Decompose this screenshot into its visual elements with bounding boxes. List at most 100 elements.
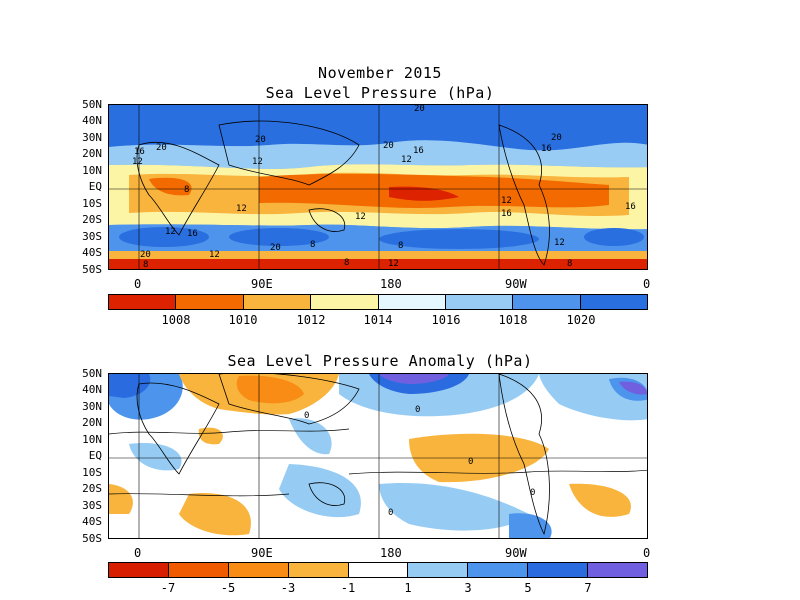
map1-lat-label: 30S bbox=[82, 230, 102, 243]
map1-contour-label: 8 bbox=[143, 260, 149, 270]
map2-lat-label: 30N bbox=[82, 400, 102, 413]
map2-contour-label: 0 bbox=[304, 411, 310, 421]
map1-lon-label: 180 bbox=[380, 277, 402, 291]
map1-contour-label: 20 bbox=[255, 135, 266, 145]
slp-colorbar-label: 1012 bbox=[296, 313, 326, 327]
slp-anomaly-colorbar bbox=[108, 562, 648, 578]
slp-colorbar-label: 1010 bbox=[228, 313, 258, 327]
map2-lat-label: 50N bbox=[82, 367, 102, 380]
map1-contour-label: 16 bbox=[134, 147, 145, 157]
colorbar-swatch bbox=[228, 563, 289, 577]
map1-lat-label: 20N bbox=[82, 147, 102, 160]
colorbar-swatch bbox=[378, 295, 446, 309]
colorbar-swatch bbox=[468, 563, 529, 577]
colorbar-swatch bbox=[588, 563, 648, 577]
map1-contour-label: 16 bbox=[541, 144, 552, 154]
map1-contour-label: 12 bbox=[355, 212, 366, 222]
map1-contour-label: 16 bbox=[501, 209, 512, 219]
map2-lon-label: 0 bbox=[643, 546, 651, 560]
map1-contour-label: 20 bbox=[156, 143, 167, 153]
map1-contour-label: 20 bbox=[551, 133, 562, 143]
map2-lat-label: 20S bbox=[82, 482, 102, 495]
colorbar-swatch bbox=[109, 563, 169, 577]
anomaly-colorbar-label: -5 bbox=[220, 581, 236, 595]
map1-title: Sea Level Pressure (hPa) bbox=[265, 84, 495, 102]
map1-lat-label: EQ bbox=[88, 180, 102, 193]
map1-contour-label: 8 bbox=[567, 259, 573, 269]
map1-contour-label: 12 bbox=[132, 157, 143, 167]
colorbar-swatch bbox=[408, 563, 469, 577]
map1-contour-label: 12 bbox=[501, 196, 512, 206]
map1-contour-label: 12 bbox=[165, 227, 176, 237]
map1-contour-label: 12 bbox=[252, 157, 263, 167]
slp-colorbar-label: 1018 bbox=[498, 313, 528, 327]
anomaly-colorbar-label: 1 bbox=[404, 581, 412, 595]
map1-lat-label: 50S bbox=[82, 263, 102, 276]
slp-colorbar bbox=[108, 294, 648, 310]
map2-lat-label: 20N bbox=[82, 416, 102, 429]
map2-lon-label: 90E bbox=[251, 546, 273, 560]
map2-lat-label: 30S bbox=[82, 499, 102, 512]
colorbar-swatch bbox=[348, 563, 409, 577]
map2-contour-label: 0 bbox=[415, 405, 421, 415]
colorbar-swatch bbox=[580, 295, 647, 309]
map1-contour-label: 12 bbox=[236, 204, 247, 214]
map2-lat-label: 40S bbox=[82, 515, 102, 528]
map1-contour-label: 12 bbox=[388, 259, 399, 269]
map1-contour-label: 8 bbox=[398, 241, 404, 251]
map1-contour-label: 20 bbox=[140, 250, 151, 260]
anomaly-colorbar-label: 3 bbox=[464, 581, 472, 595]
anomaly-colorbar-label: -1 bbox=[340, 581, 356, 595]
colorbar-swatch bbox=[311, 295, 379, 309]
map1-lon-label: 0 bbox=[643, 277, 651, 291]
slp-colorbar-label: 1016 bbox=[431, 313, 461, 327]
map2-lat-label: 10S bbox=[82, 466, 102, 479]
figure-title: November 2015 bbox=[318, 64, 442, 82]
map2-lat-label: 10N bbox=[82, 433, 102, 446]
map1-contour-label: 16 bbox=[413, 146, 424, 156]
slp-map-field bbox=[109, 105, 647, 269]
anomaly-colorbar-label: 5 bbox=[524, 581, 532, 595]
colorbar-swatch bbox=[168, 563, 229, 577]
map1-lon-label: 90W bbox=[505, 277, 527, 291]
map1-contour-label: 20 bbox=[414, 104, 425, 114]
slp-colorbar-label: 1020 bbox=[566, 313, 596, 327]
map2-contour-label: 0 bbox=[468, 457, 474, 467]
map1-contour-label: 8 bbox=[344, 258, 350, 268]
map1-lon-label: 0 bbox=[134, 277, 142, 291]
map1-contour-label: 16 bbox=[625, 202, 636, 212]
map1-lat-label: 40S bbox=[82, 246, 102, 259]
map2-lat-label: 50S bbox=[82, 532, 102, 545]
colorbar-swatch bbox=[528, 563, 589, 577]
map1-lat-label: 20S bbox=[82, 213, 102, 226]
map2-contour-label: 0 bbox=[530, 488, 536, 498]
colorbar-swatch bbox=[176, 295, 244, 309]
slp-anomaly-map bbox=[108, 373, 648, 539]
colorbar-swatch bbox=[445, 295, 514, 309]
map1-contour-label: 8 bbox=[310, 240, 316, 250]
map1-contour-label: 8 bbox=[184, 185, 190, 195]
anomaly-colorbar-label: 7 bbox=[584, 581, 592, 595]
map1-lat-label: 30N bbox=[82, 131, 102, 144]
map1-contour-label: 12 bbox=[209, 250, 220, 260]
map1-contour-label: 20 bbox=[383, 141, 394, 151]
map2-lon-label: 90W bbox=[505, 546, 527, 560]
map1-contour-label: 12 bbox=[554, 238, 565, 248]
map1-lat-label: 10N bbox=[82, 164, 102, 177]
map2-title: Sea Level Pressure Anomaly (hPa) bbox=[227, 352, 533, 370]
map1-contour-label: 20 bbox=[270, 243, 281, 253]
map2-lat-label: EQ bbox=[88, 449, 102, 462]
slp-map bbox=[108, 104, 648, 270]
map1-lon-label: 90E bbox=[251, 277, 273, 291]
map1-lat-label: 10S bbox=[82, 197, 102, 210]
anomaly-colorbar-label: -7 bbox=[160, 581, 176, 595]
map2-lat-label: 40N bbox=[82, 383, 102, 396]
map2-lon-label: 180 bbox=[380, 546, 402, 560]
map2-contour-label: 0 bbox=[388, 508, 394, 518]
slp-colorbar-label: 1008 bbox=[161, 313, 191, 327]
map2-lon-label: 0 bbox=[134, 546, 142, 560]
anomaly-colorbar-label: -3 bbox=[280, 581, 296, 595]
slp-anomaly-map-field bbox=[109, 374, 647, 538]
slp-colorbar-label: 1014 bbox=[363, 313, 393, 327]
colorbar-swatch bbox=[288, 563, 349, 577]
